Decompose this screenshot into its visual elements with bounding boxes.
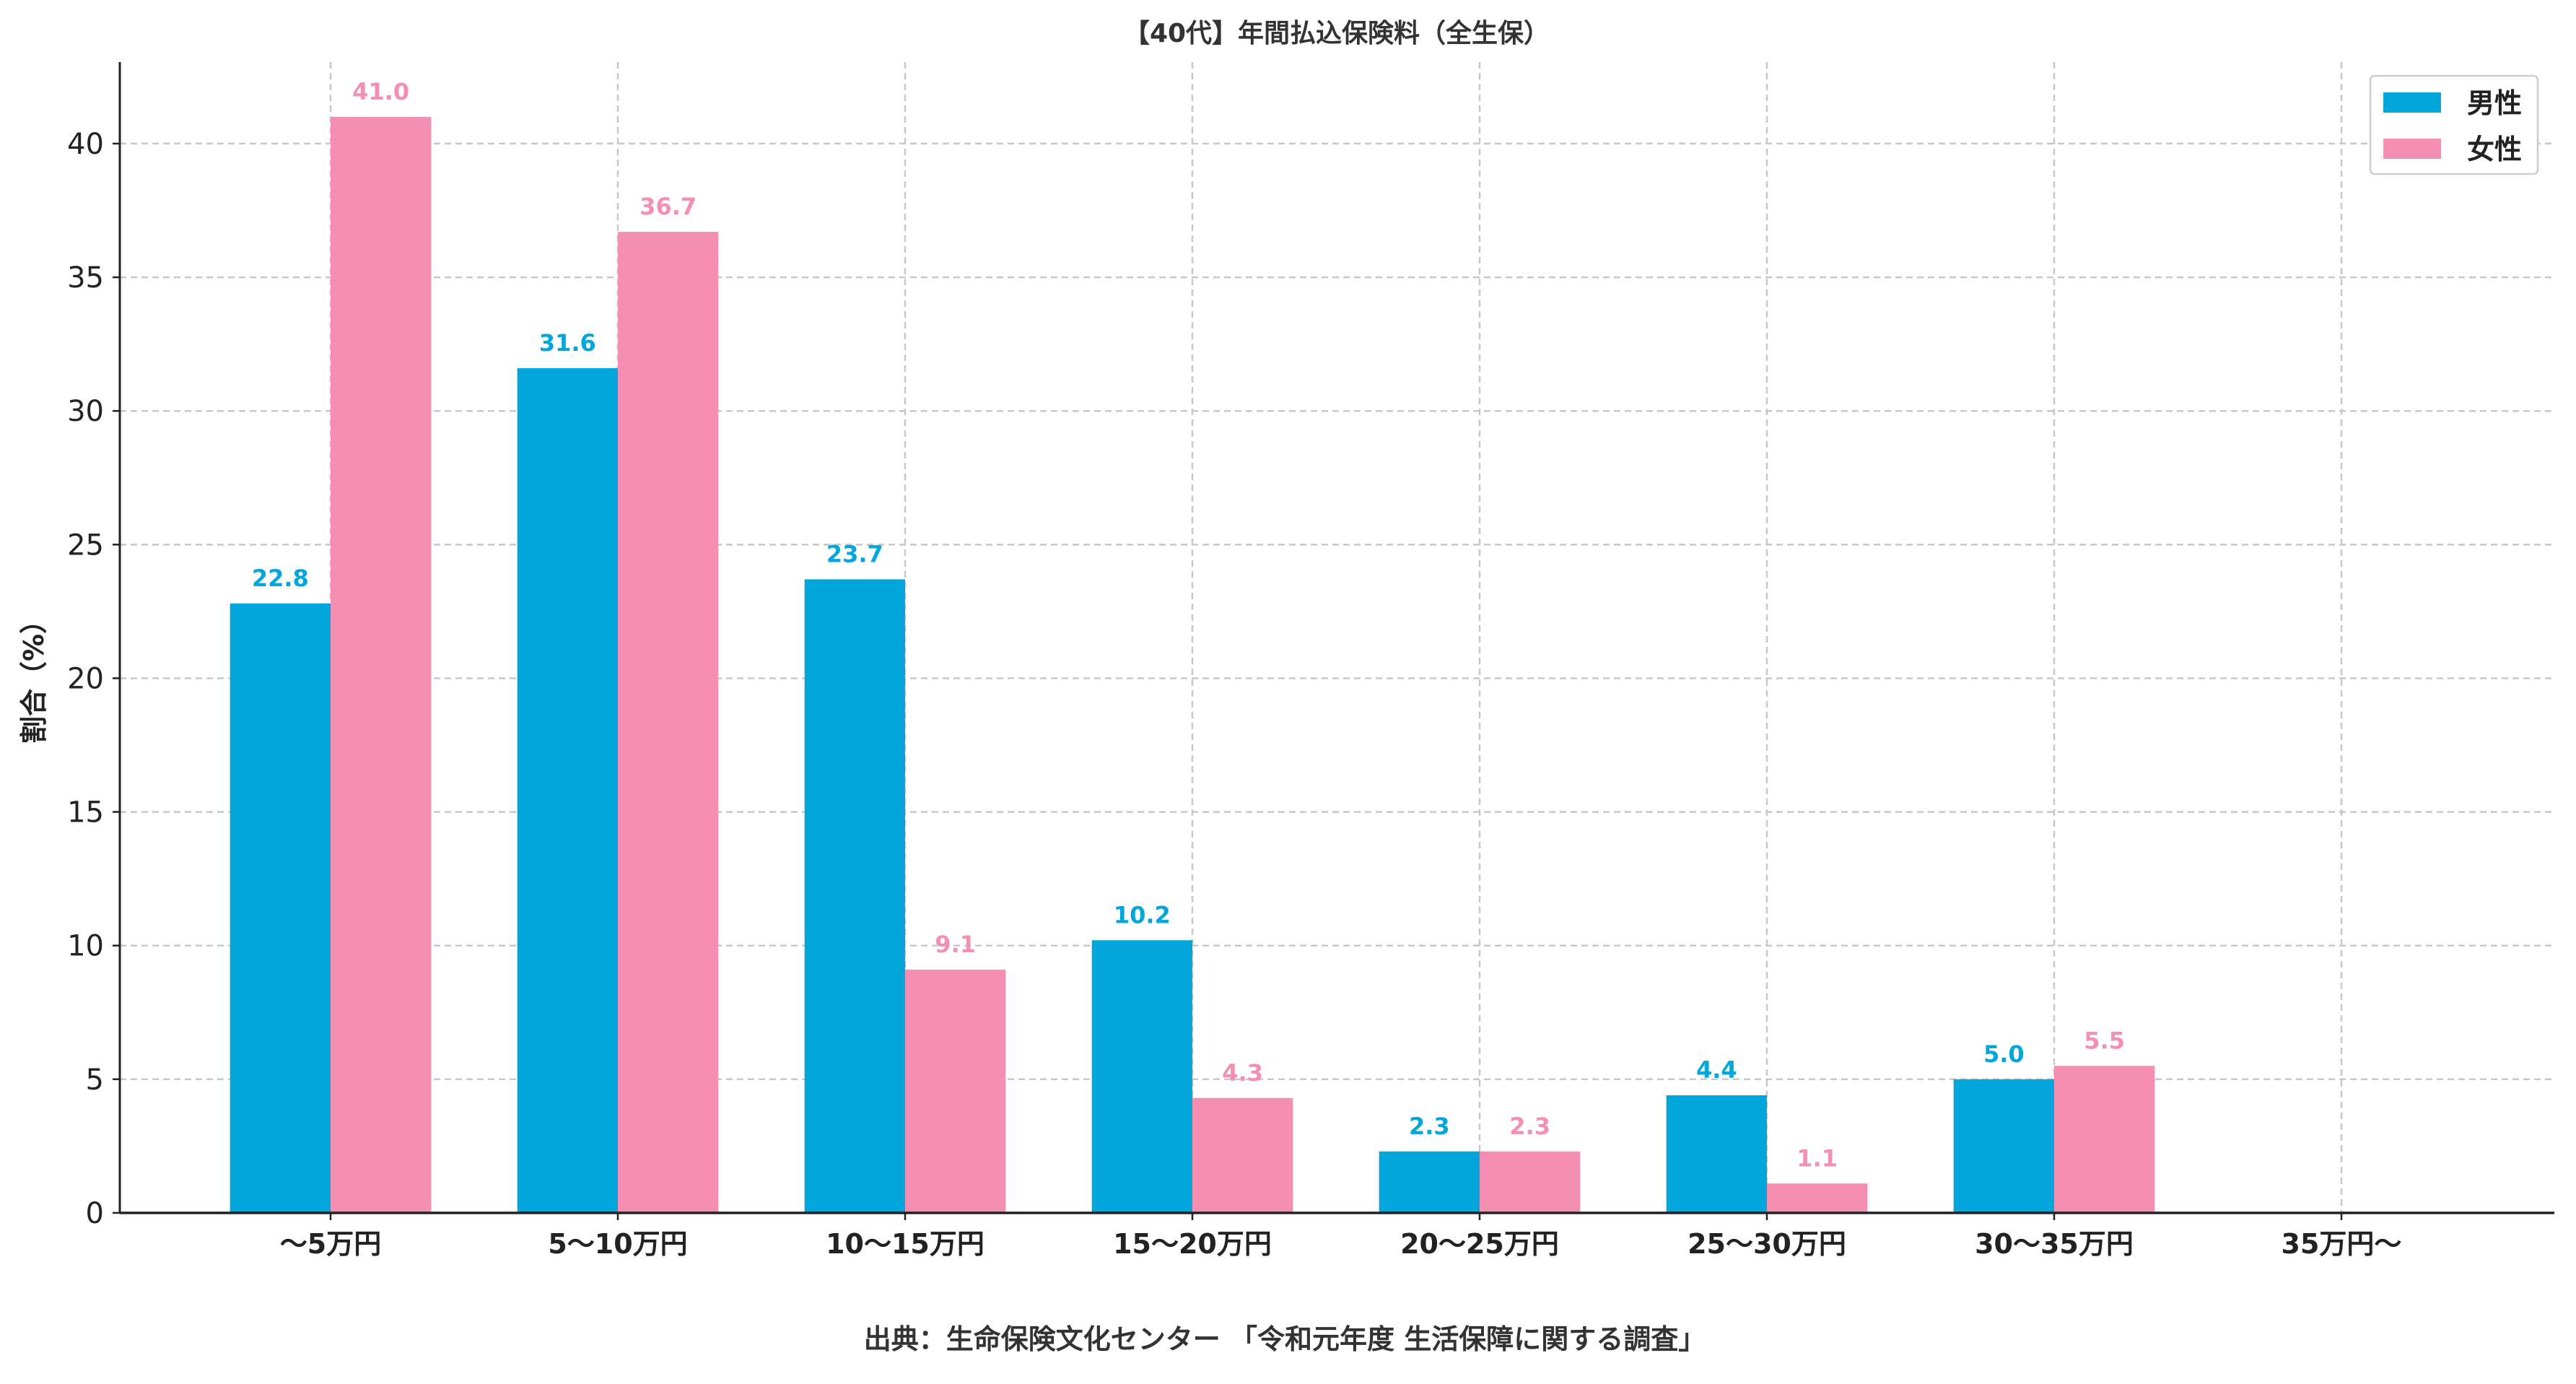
data-label: 1.1 [1796, 1144, 1838, 1172]
legend-label: 女性 [2467, 134, 2522, 165]
bar-female [1767, 1183, 1868, 1213]
x-tick-label: 30〜35万円 [1975, 1228, 2134, 1260]
bar-female [618, 232, 719, 1213]
data-label: 41.0 [352, 78, 409, 105]
x-tick-label: 15〜20万円 [1113, 1228, 1272, 1260]
x-tick-label: 〜5万円 [280, 1228, 381, 1260]
y-tick-label: 10 [67, 930, 104, 963]
y-tick-label: 20 [67, 662, 104, 695]
x-tick-label: 35万円〜 [2282, 1228, 2402, 1260]
data-label: 5.0 [1983, 1040, 2025, 1068]
y-tick-label: 30 [67, 395, 104, 428]
y-axis-label: 割合（%） [18, 606, 50, 744]
data-label: 10.2 [1114, 901, 1171, 928]
data-label: 5.5 [2084, 1027, 2125, 1054]
y-tick-label: 15 [67, 796, 104, 830]
chart-title: 【40代】年間払込保険料（全生保） [1124, 18, 1550, 48]
data-label: 4.4 [1696, 1056, 1737, 1084]
data-label: 9.1 [935, 931, 976, 958]
bar-male [1091, 940, 1192, 1213]
data-label: 23.7 [826, 540, 883, 567]
x-tick-label: 10〜15万円 [826, 1228, 984, 1260]
bar-female [2054, 1066, 2155, 1213]
bar-male [1666, 1095, 1767, 1213]
bar-male [1379, 1151, 1480, 1213]
bar-female [331, 116, 432, 1213]
y-tick-label: 5 [86, 1063, 104, 1097]
x-tick-label: 20〜25万円 [1400, 1228, 1559, 1260]
y-tick-label: 0 [86, 1197, 104, 1230]
bar-male [517, 367, 618, 1214]
y-tick-label: 40 [67, 128, 104, 161]
bar-male [804, 579, 905, 1213]
data-label: 2.3 [1409, 1113, 1450, 1140]
bar-female [1192, 1097, 1293, 1213]
data-label: 22.8 [252, 565, 309, 592]
data-label: 31.6 [539, 329, 596, 357]
data-label: 4.3 [1222, 1059, 1263, 1087]
bar-male [1953, 1079, 2054, 1213]
source-caption: 出典：生命保険文化センター 「令和元年度 生活保障に関する調査」 [864, 1323, 1706, 1355]
bar-female [1480, 1151, 1581, 1213]
x-tick-label: 5〜10万円 [548, 1228, 687, 1260]
bar-female [905, 970, 1006, 1213]
y-tick-label: 35 [67, 261, 104, 295]
y-tick-label: 25 [67, 528, 104, 562]
data-label: 36.7 [639, 193, 697, 220]
legend-swatch [2383, 139, 2441, 159]
bar-male [230, 603, 331, 1213]
data-label: 2.3 [1509, 1113, 1550, 1140]
x-tick-label: 25〜30万円 [1688, 1228, 1846, 1260]
legend-swatch [2383, 92, 2441, 113]
legend-label: 男性 [2467, 87, 2522, 119]
